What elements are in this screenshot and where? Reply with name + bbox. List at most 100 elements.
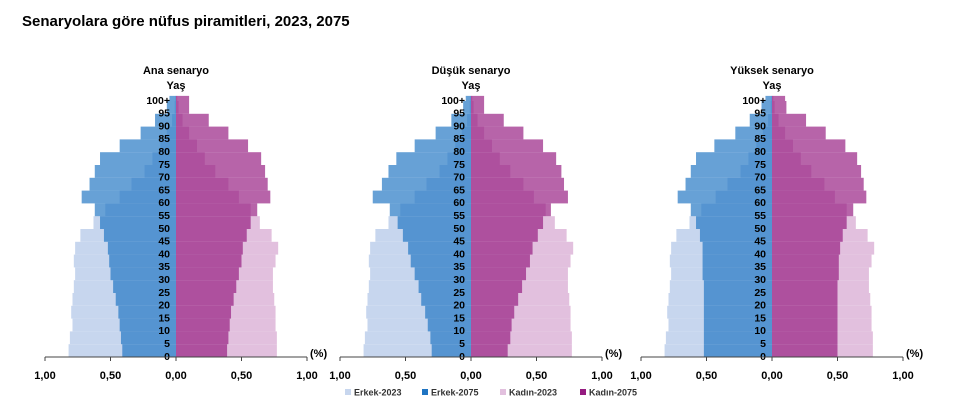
bar xyxy=(690,165,772,178)
bar xyxy=(435,126,471,140)
bar xyxy=(396,152,471,165)
bar xyxy=(772,267,839,281)
x-tick-label: 0,50 xyxy=(526,370,547,382)
y-tick-label: 90 xyxy=(453,120,465,132)
bar xyxy=(471,229,538,242)
bar xyxy=(772,126,826,140)
legend-swatch xyxy=(500,389,506,395)
bar xyxy=(703,318,772,332)
x-tick-label: 1,00 xyxy=(591,370,612,382)
bar xyxy=(176,293,234,306)
bar xyxy=(381,177,471,191)
y-tick-label: 20 xyxy=(453,300,465,312)
bar xyxy=(471,95,485,101)
bar xyxy=(772,318,838,332)
bar xyxy=(176,113,209,127)
bar xyxy=(119,318,176,332)
y-tick-label: 70 xyxy=(453,172,465,184)
bar xyxy=(463,101,471,114)
bar xyxy=(421,293,471,306)
y-axis-title: Yaş xyxy=(763,80,782,92)
bar xyxy=(176,152,262,165)
bar xyxy=(772,229,843,242)
y-tick-label: 100+ xyxy=(742,95,766,107)
bar xyxy=(772,344,838,357)
bar xyxy=(176,318,230,332)
y-tick-label: 40 xyxy=(158,248,170,260)
y-axis-title: Yaş xyxy=(167,80,186,92)
bar xyxy=(702,241,772,255)
bar xyxy=(772,216,847,229)
bar xyxy=(471,177,565,191)
bar xyxy=(471,152,557,165)
x-tick-label: 0,50 xyxy=(231,370,252,382)
x-tick-label: 1,00 xyxy=(630,370,651,382)
pyramid-chart: Ana senaryoYaş05101520253035404550556065… xyxy=(34,65,327,382)
y-tick-label: 50 xyxy=(754,223,766,235)
bar xyxy=(176,165,266,178)
bar xyxy=(772,190,867,204)
bar xyxy=(471,113,504,127)
y-tick-label: 35 xyxy=(453,261,465,273)
y-tick-label: 10 xyxy=(754,325,766,337)
bar xyxy=(176,216,251,229)
bar xyxy=(176,254,242,268)
bar xyxy=(471,318,512,332)
y-tick-label: 55 xyxy=(158,210,170,222)
x-tick-label: 0,00 xyxy=(761,370,782,382)
y-tick-label: 100+ xyxy=(146,95,170,107)
bar xyxy=(735,126,772,140)
bar xyxy=(772,331,838,345)
bar xyxy=(94,203,176,217)
bar xyxy=(772,203,854,217)
bar xyxy=(408,241,471,255)
y-tick-label: 45 xyxy=(754,236,766,248)
bar xyxy=(122,344,176,357)
y-tick-label: 20 xyxy=(158,300,170,312)
y-tick-label: 15 xyxy=(158,312,170,324)
bar xyxy=(397,216,471,229)
bar xyxy=(714,139,772,153)
bar xyxy=(166,101,176,114)
bar xyxy=(772,101,787,114)
y-tick-label: 50 xyxy=(158,223,170,235)
y-tick-label: 65 xyxy=(158,184,170,196)
bar xyxy=(765,95,772,101)
bar xyxy=(109,254,176,268)
bar xyxy=(471,203,551,217)
y-tick-label: 45 xyxy=(158,236,170,248)
bar xyxy=(118,305,176,319)
x-tick-label: 1,00 xyxy=(296,370,317,382)
bar xyxy=(372,190,471,204)
legend-swatch xyxy=(422,389,428,395)
bar xyxy=(471,331,511,345)
bar xyxy=(465,95,471,101)
legend-label: Kadın-2023 xyxy=(509,387,557,397)
pyramid-chart: Yüksek senaryoYaş05101520253035404550556… xyxy=(630,65,923,382)
bar xyxy=(471,280,523,293)
y-tick-label: 5 xyxy=(760,338,766,350)
y-tick-label: 20 xyxy=(754,300,766,312)
legend-label: Kadın-2075 xyxy=(589,387,637,397)
bar xyxy=(414,139,471,153)
bar xyxy=(176,331,229,345)
bar xyxy=(176,344,228,357)
bar xyxy=(703,280,772,293)
bar xyxy=(772,139,846,153)
bar xyxy=(471,254,530,268)
bar xyxy=(772,254,839,268)
bar xyxy=(176,95,190,101)
bar xyxy=(703,293,772,306)
y-tick-label: 25 xyxy=(158,287,170,299)
y-tick-label: 50 xyxy=(453,223,465,235)
y-tick-label: 70 xyxy=(158,172,170,184)
chart-subtitle: Yüksek senaryo xyxy=(730,65,814,77)
bar xyxy=(703,305,772,319)
bar xyxy=(113,280,176,293)
bar xyxy=(702,254,772,268)
bar xyxy=(772,293,838,306)
bar xyxy=(176,101,190,114)
bar xyxy=(761,101,772,114)
x-tick-label: 0,00 xyxy=(165,370,186,382)
